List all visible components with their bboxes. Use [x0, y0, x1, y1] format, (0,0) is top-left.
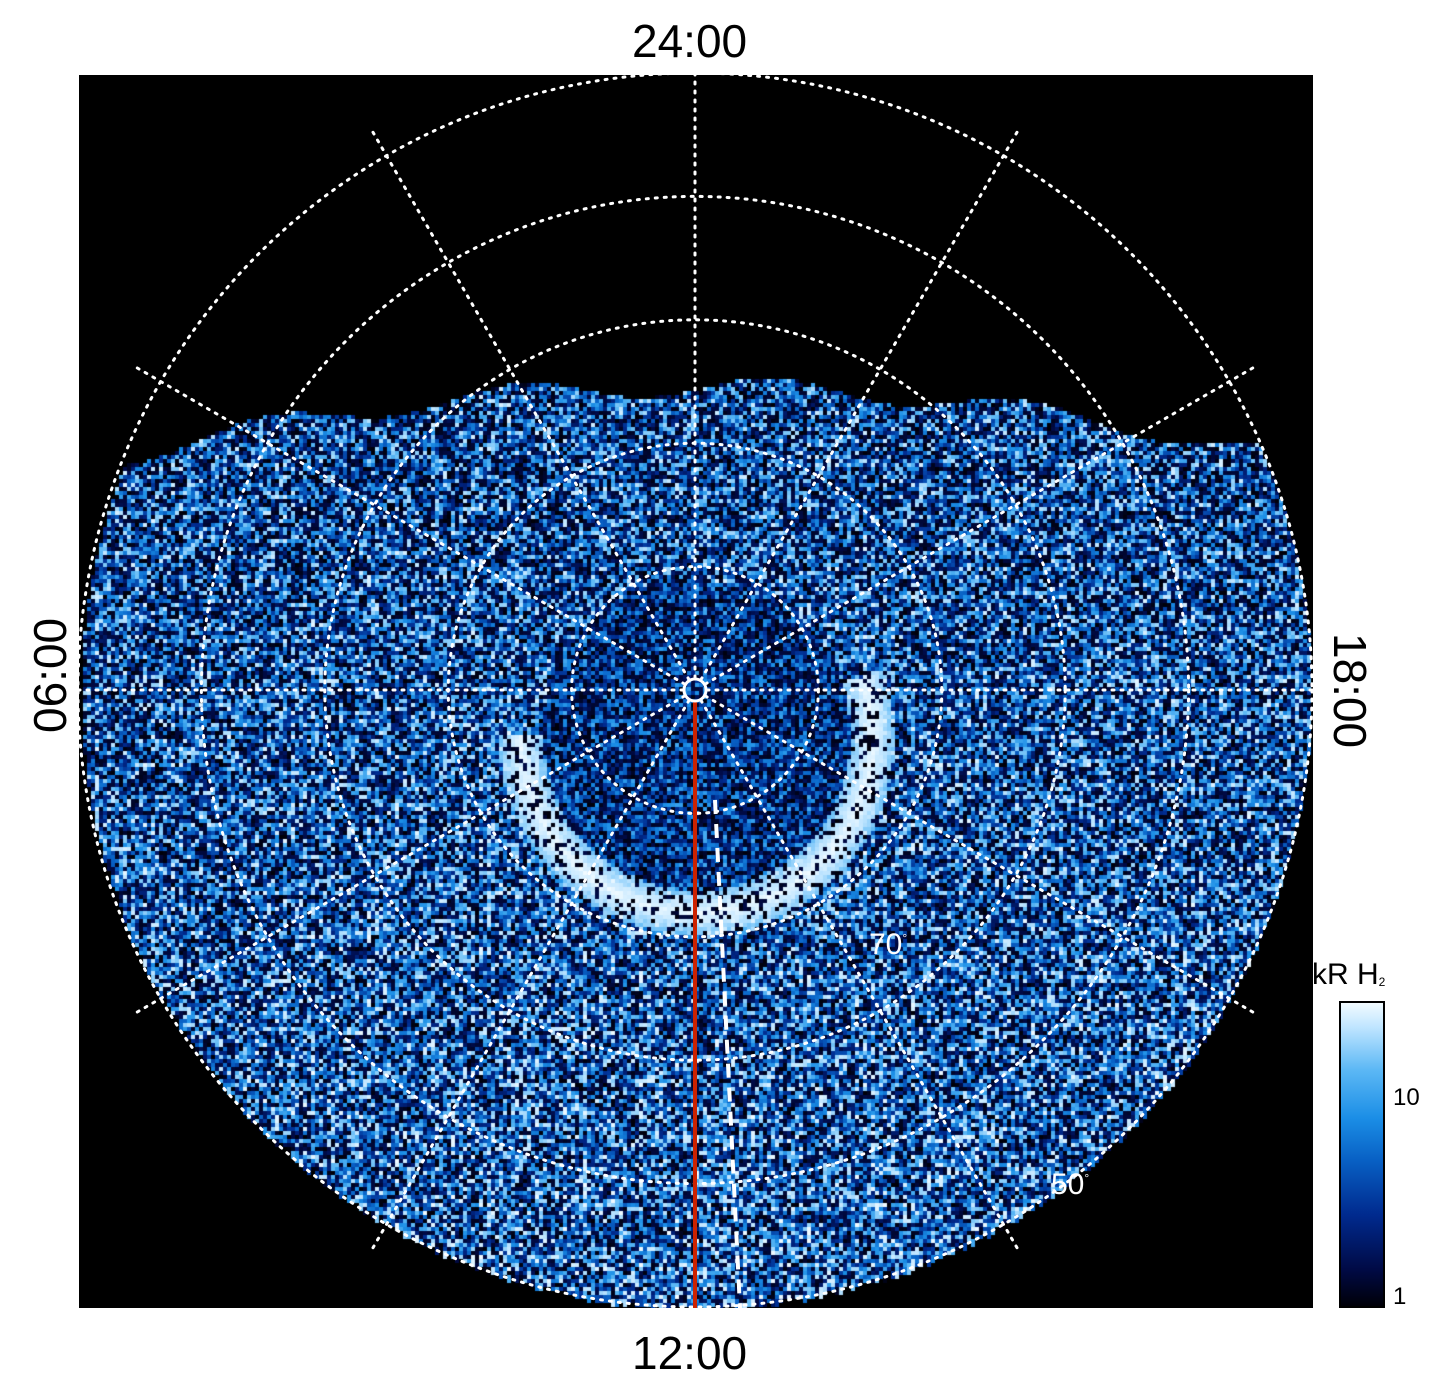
reference-dashed-line [713, 799, 742, 1308]
pole-marker [682, 677, 708, 703]
local-time-label-top: 24:00 [632, 15, 748, 67]
latitude-circle-60 [323, 318, 1067, 1062]
colorbar-title: kR H2 [1312, 958, 1386, 991]
colorbar-tick-1: 1 [1393, 1283, 1407, 1310]
local-time-label-right: 18:00 [1324, 633, 1376, 749]
polar-projection-plot: 70° 50° [79, 75, 1313, 1308]
meridian-22h [369, 127, 691, 682]
local-time-label-left: 06:00 [24, 617, 76, 733]
meridian-14h [369, 698, 691, 1253]
latitude-label-70: 70° [869, 928, 908, 961]
colorbar-tick-10: 10 [1393, 1084, 1420, 1111]
latitude-label-50: 50° [1051, 1168, 1090, 1201]
lat-lon-grid [79, 75, 1313, 1308]
meridian-4h [703, 364, 1258, 686]
meridian-10h [699, 698, 1021, 1253]
colorbar [1339, 1001, 1385, 1308]
meridian-16h [132, 694, 687, 1016]
meridian-8h [703, 694, 1258, 1016]
local-time-label-bottom: 12:00 [632, 1327, 748, 1379]
meridian-20h [132, 364, 687, 686]
meridian-2h [699, 127, 1021, 682]
